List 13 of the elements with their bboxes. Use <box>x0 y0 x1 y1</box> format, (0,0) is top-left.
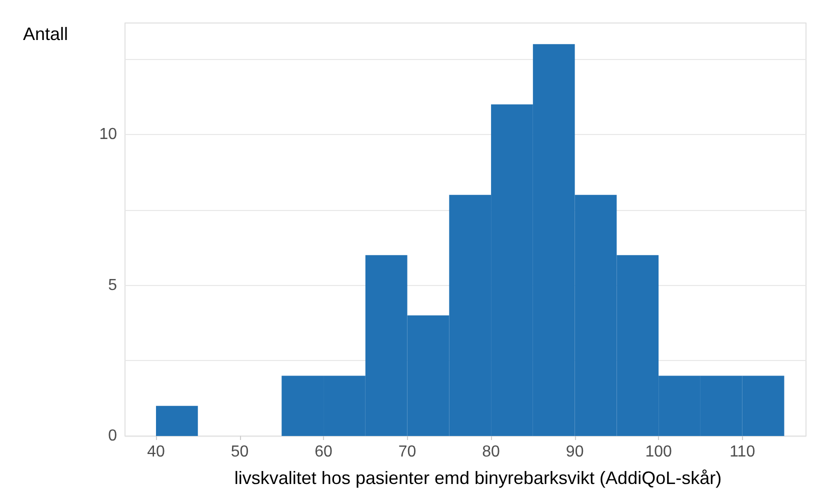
x-axis-title: livskvalitet hos pasienter emd binyrebarksvikt (AddiQoL-skår) <box>234 468 722 488</box>
x-tick-label: 40 <box>147 444 165 460</box>
x-tick-label: 100 <box>645 444 672 460</box>
y-axis-title: Antall <box>23 24 68 44</box>
x-tick-label: 60 <box>314 444 333 460</box>
x-tick-label: 50 <box>230 444 249 460</box>
x-tick-label: 80 <box>482 444 500 460</box>
x-tick-label: 90 <box>566 444 584 460</box>
x-tick-label: 110 <box>730 444 756 460</box>
x-tick-label: 70 <box>398 444 416 460</box>
y-tick-label: 10 <box>99 126 118 144</box>
y-tick-label: 5 <box>108 276 118 294</box>
y-tick-label: 0 <box>108 428 118 444</box>
